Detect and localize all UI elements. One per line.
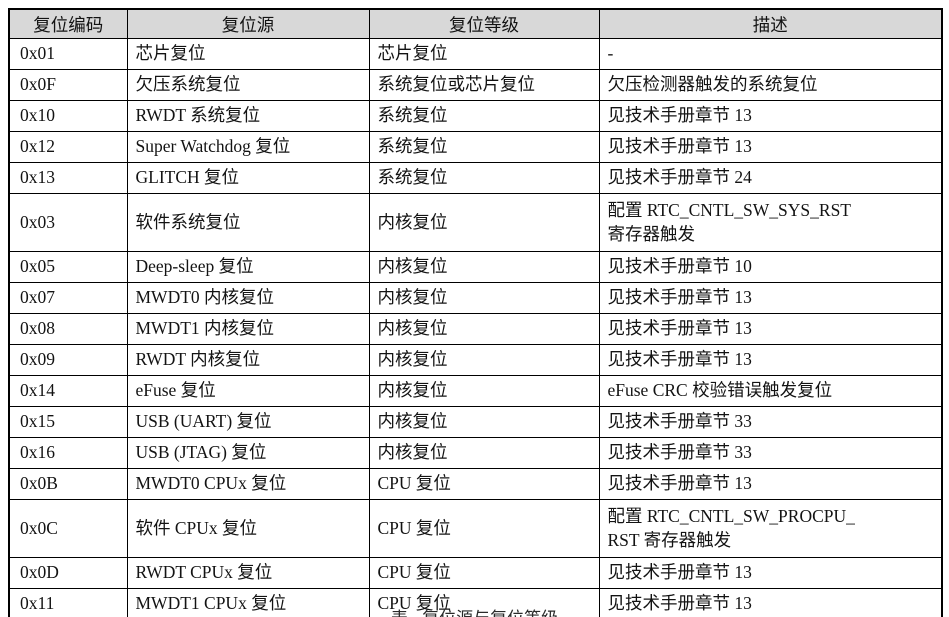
reset-code-cell: 0x07 <box>8 282 128 314</box>
reset-code-cell: 0x0B <box>8 468 128 500</box>
description-cell: 配置 RTC_CNTL_SW_PROCPU_ RST 寄存器触发 <box>598 499 943 558</box>
reset-code-cell: 0x13 <box>8 162 128 194</box>
description-cell: 见技术手册章节 33 <box>598 406 943 438</box>
reset-level-cell: 内核复位 <box>368 437 600 469</box>
description-cell: 见技术手册章节 24 <box>598 162 943 194</box>
table-row: 0x03 软件系统复位 内核复位 配置 RTC_CNTL_SW_SYS_RST … <box>8 193 943 252</box>
table-row: 0x16 USB (JTAG) 复位 内核复位 见技术手册章节 33 <box>8 437 943 469</box>
reset-source-cell: 软件系统复位 <box>126 193 370 252</box>
table-row: 0x08 MWDT1 内核复位 内核复位 见技术手册章节 13 <box>8 313 943 345</box>
description-cell: 见技术手册章节 13 <box>598 100 943 132</box>
reset-level-cell: CPU 复位 <box>368 557 600 589</box>
table-header-row: 复位编码 复位源 复位等级 描述 <box>8 8 943 39</box>
reset-source-cell: MWDT0 内核复位 <box>126 282 370 314</box>
description-cell: 见技术手册章节 33 <box>598 437 943 469</box>
reset-level-cell: CPU 复位 <box>368 468 600 500</box>
description-cell: 欠压检测器触发的系统复位 <box>598 69 943 101</box>
table-row: 0x14 eFuse 复位 内核复位 eFuse CRC 校验错误触发复位 <box>8 375 943 407</box>
reset-code-cell: 0x10 <box>8 100 128 132</box>
reset-code-cell: 0x11 <box>8 588 128 617</box>
reset-source-cell: 软件 CPUx 复位 <box>126 499 370 558</box>
reset-source-cell: RWDT 内核复位 <box>126 344 370 376</box>
header-reset-level: 复位等级 <box>368 8 600 39</box>
description-cell: 见技术手册章节 13 <box>598 557 943 589</box>
table-row: 0x11 MWDT1 CPUx 复位 CPU 复位 见技术手册章节 13 <box>8 588 943 617</box>
reset-source-cell: RWDT CPUx 复位 <box>126 557 370 589</box>
reset-level-cell: 内核复位 <box>368 313 600 345</box>
table-row: 0x01 芯片复位 芯片复位 - <box>8 38 943 70</box>
reset-code-cell: 0x09 <box>8 344 128 376</box>
table-row: 0x0B MWDT0 CPUx 复位 CPU 复位 见技术手册章节 13 <box>8 468 943 500</box>
description-cell: 见技术手册章节 13 <box>598 468 943 500</box>
header-reset-source: 复位源 <box>126 8 370 39</box>
table-row: 0x10 RWDT 系统复位 系统复位 见技术手册章节 13 <box>8 100 943 132</box>
table-row: 0x07 MWDT0 内核复位 内核复位 见技术手册章节 13 <box>8 282 943 314</box>
reset-source-cell: MWDT1 内核复位 <box>126 313 370 345</box>
reset-code-cell: 0x08 <box>8 313 128 345</box>
reset-code-cell: 0x05 <box>8 251 128 283</box>
reset-source-cell: RWDT 系统复位 <box>126 100 370 132</box>
reset-source-cell: 欠压系统复位 <box>126 69 370 101</box>
table-row: 0x12 Super Watchdog 复位 系统复位 见技术手册章节 13 <box>8 131 943 163</box>
header-description: 描述 <box>598 8 943 39</box>
reset-source-cell: Deep-sleep 复位 <box>126 251 370 283</box>
reset-code-cell: 0x03 <box>8 193 128 252</box>
reset-code-cell: 0x12 <box>8 131 128 163</box>
reset-level-cell: 系统复位或芯片复位 <box>368 69 600 101</box>
reset-code-cell: 0x0C <box>8 499 128 558</box>
reset-level-cell: 系统复位 <box>368 100 600 132</box>
reset-source-cell: MWDT0 CPUx 复位 <box>126 468 370 500</box>
reset-table-body: 0x01 芯片复位 芯片复位 - 0x0F 欠压系统复位 系统复位或芯片复位 欠… <box>8 38 943 617</box>
reset-level-cell: 系统复位 <box>368 131 600 163</box>
table-row: 0x09 RWDT 内核复位 内核复位 见技术手册章节 13 <box>8 344 943 376</box>
description-cell: 见技术手册章节 13 <box>598 282 943 314</box>
description-cell: eFuse CRC 校验错误触发复位 <box>598 375 943 407</box>
description-cell: 见技术手册章节 10 <box>598 251 943 283</box>
reset-level-cell: 内核复位 <box>368 375 600 407</box>
table-row: 0x13 GLITCH 复位 系统复位 见技术手册章节 24 <box>8 162 943 194</box>
reset-level-cell: 内核复位 <box>368 406 600 438</box>
description-cell: 见技术手册章节 13 <box>598 344 943 376</box>
reset-level-cell: CPU 复位 <box>368 588 600 617</box>
reset-code-cell: 0x0F <box>8 69 128 101</box>
reset-source-cell: MWDT1 CPUx 复位 <box>126 588 370 617</box>
reset-code-cell: 0x14 <box>8 375 128 407</box>
table-row: 0x05 Deep-sleep 复位 内核复位 见技术手册章节 10 <box>8 251 943 283</box>
reset-code-cell: 0x16 <box>8 437 128 469</box>
reset-level-cell: 内核复位 <box>368 251 600 283</box>
table-row: 0x0D RWDT CPUx 复位 CPU 复位 见技术手册章节 13 <box>8 557 943 589</box>
description-cell: 见技术手册章节 13 <box>598 131 943 163</box>
header-reset-code: 复位编码 <box>8 8 128 39</box>
reset-source-table: 复位编码 复位源 复位等级 描述 0x01 芯片复位 芯片复位 - 0x0F 欠… <box>8 8 943 617</box>
reset-source-cell: GLITCH 复位 <box>126 162 370 194</box>
reset-source-cell: USB (UART) 复位 <box>126 406 370 438</box>
description-cell: 见技术手册章节 13 <box>598 313 943 345</box>
reset-source-cell: Super Watchdog 复位 <box>126 131 370 163</box>
reset-code-cell: 0x15 <box>8 406 128 438</box>
reset-code-cell: 0x01 <box>8 38 128 70</box>
reset-source-cell: USB (JTAG) 复位 <box>126 437 370 469</box>
reset-level-cell: 系统复位 <box>368 162 600 194</box>
reset-level-cell: 内核复位 <box>368 344 600 376</box>
table-caption-clipped: 表 · 复位源与复位等级 <box>0 609 949 617</box>
table-row: 0x0C 软件 CPUx 复位 CPU 复位 配置 RTC_CNTL_SW_PR… <box>8 499 943 558</box>
description-cell: - <box>598 38 943 70</box>
reset-level-cell: 内核复位 <box>368 193 600 252</box>
reset-code-cell: 0x0D <box>8 557 128 589</box>
reset-level-cell: 芯片复位 <box>368 38 600 70</box>
reset-level-cell: 内核复位 <box>368 282 600 314</box>
table-row: 0x0F 欠压系统复位 系统复位或芯片复位 欠压检测器触发的系统复位 <box>8 69 943 101</box>
table-row: 0x15 USB (UART) 复位 内核复位 见技术手册章节 33 <box>8 406 943 438</box>
reset-level-cell: CPU 复位 <box>368 499 600 558</box>
reset-source-cell: 芯片复位 <box>126 38 370 70</box>
description-cell: 见技术手册章节 13 <box>598 588 943 617</box>
reset-source-cell: eFuse 复位 <box>126 375 370 407</box>
description-cell: 配置 RTC_CNTL_SW_SYS_RST 寄存器触发 <box>598 193 943 252</box>
